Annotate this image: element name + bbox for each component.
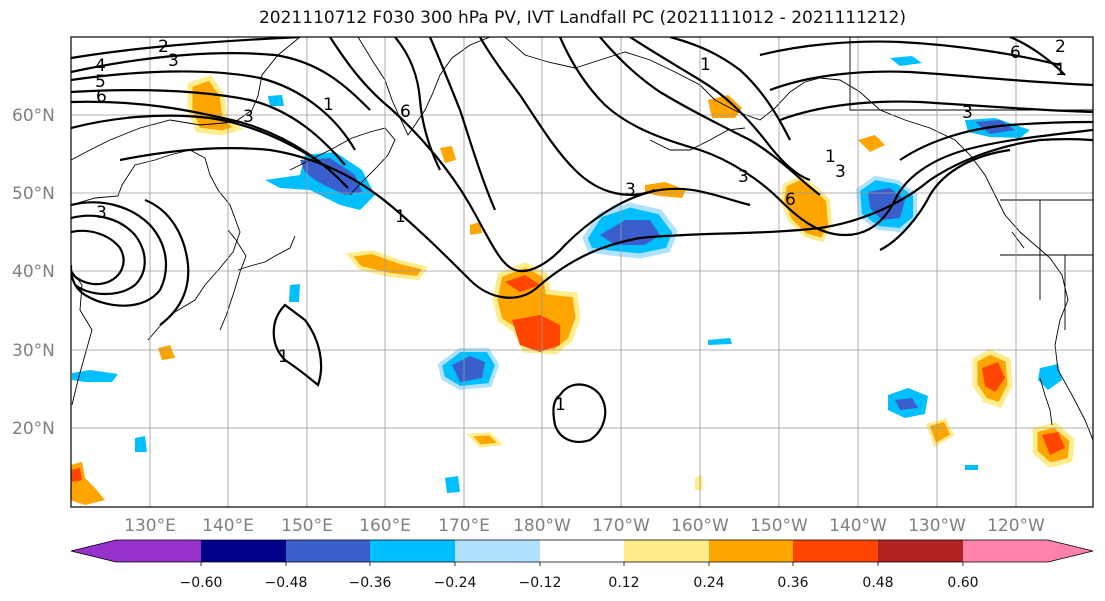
contour-label: 1 (395, 207, 406, 227)
lat-label: 30°N (12, 341, 55, 361)
contour-label: 4 (95, 56, 106, 76)
colorbar-segment (793, 540, 878, 562)
pv-contours (71, 37, 1093, 443)
lon-label: 150°W (750, 516, 808, 536)
lon-label: 180°W (513, 516, 571, 536)
lon-label: 120°W (987, 516, 1045, 536)
colorbar-tick-label: −0.60 (180, 575, 223, 591)
contour-label: 1 (1055, 60, 1066, 80)
contour-label: 6 (400, 102, 411, 122)
colorbar-tick-label: 0.36 (777, 575, 808, 591)
colorbar-tick-label: 0.48 (862, 575, 893, 591)
colorbar-tick-label: −0.36 (349, 575, 392, 591)
contour-label: 3 (96, 203, 107, 223)
contour-label: 5 (95, 72, 106, 92)
lat-label: 50°N (12, 184, 55, 204)
colorbar-segment (540, 540, 624, 562)
colorbar-segment (370, 540, 455, 562)
contour-label: 1 (555, 395, 566, 415)
latitude-labels: 60°N 50°N 40°N 30°N 20°N (12, 106, 55, 439)
colorbar-segment (116, 540, 201, 562)
contour-label: 2 (1055, 37, 1066, 57)
lat-label: 20°N (12, 419, 55, 439)
contour-label: 2 (158, 37, 169, 57)
colorbar-tick-label: 0.60 (947, 575, 978, 591)
colorbar-segment (709, 540, 793, 562)
colorbar-segment (624, 540, 709, 562)
contour-label: 6 (785, 190, 796, 210)
contour-label: 3 (835, 162, 846, 182)
contour-label: 3 (625, 180, 636, 200)
colorbar-segment (201, 540, 286, 562)
colorbar (70, 539, 1094, 566)
contour-label: 1 (700, 55, 711, 75)
contour-label: 1 (323, 95, 334, 115)
colorbar-segment (455, 540, 540, 562)
lon-label: 140°E (202, 516, 254, 536)
contour-label: 3 (962, 103, 973, 123)
colorbar-tick-label: −0.48 (265, 575, 308, 591)
contour-labels: 2 3 4 5 6 3 3 1 6 1 1 3 3 1 6 1 3 1 1 3 … (95, 37, 1066, 415)
lon-label: 170°W (592, 516, 650, 536)
lat-label: 60°N (12, 106, 55, 126)
longitude-labels: 130°E 140°E 150°E 160°E 170°E 180°W 170°… (124, 516, 1045, 536)
contour-label: 1 (825, 147, 836, 167)
lon-label: 160°W (671, 516, 729, 536)
contour-label: 6 (1010, 43, 1021, 63)
contour-label: 6 (96, 87, 107, 107)
colorbar-segment (286, 540, 370, 562)
colorbar-outline (70, 539, 1094, 563)
lon-label: 130°E (124, 516, 176, 536)
colorbar-tick-label: −0.24 (434, 575, 477, 591)
colorbar-extend-max (1048, 540, 1093, 562)
contour-label: 3 (738, 167, 749, 187)
colorbar-tick-label: 0.12 (608, 575, 639, 591)
colorbar-tick-labels: −0.60 −0.48 −0.36 −0.24 −0.12 0.12 0.24 … (180, 575, 979, 591)
map-frame (70, 36, 1094, 508)
lon-label: 150°E (281, 516, 333, 536)
figure-title: 2021110712 F030 300 hPa PV, IVT Landfall… (258, 8, 906, 28)
colorbar-tick-label: −0.12 (519, 575, 562, 591)
colorbar-segment (878, 540, 963, 562)
lon-label: 130°W (908, 516, 966, 536)
colorbar-extend-min (71, 540, 116, 562)
lon-label: 160°E (359, 516, 411, 536)
colorbar-tick-label: 0.24 (693, 575, 724, 591)
contour-label: 1 (278, 347, 289, 367)
lon-label: 140°W (829, 516, 887, 536)
contour-label: 3 (243, 107, 254, 127)
lat-label: 40°N (12, 262, 55, 282)
graticule (71, 37, 1093, 507)
colorbar-segment (963, 540, 1048, 562)
lon-label: 170°E (438, 516, 490, 536)
contour-label: 3 (168, 51, 179, 71)
